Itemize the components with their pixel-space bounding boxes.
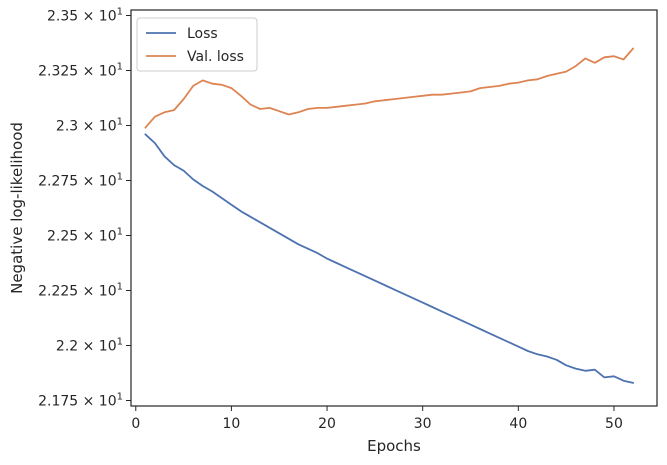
- y-axis-label: Negative log-likelihood: [8, 122, 26, 294]
- y-tick-label: 2.175 × 101: [38, 392, 123, 410]
- series-line-loss: [144, 133, 634, 384]
- x-tick-label: 10: [223, 416, 241, 432]
- legend-label-loss: Loss: [187, 26, 218, 42]
- x-tick-label: 0: [131, 416, 140, 432]
- x-tick-label: 40: [509, 416, 527, 432]
- legend: Loss Val. loss: [136, 17, 258, 72]
- x-axis-label: Epochs: [367, 437, 421, 455]
- y-tick-label: 2.275 × 101: [38, 172, 123, 190]
- legend-box: [136, 17, 258, 72]
- y-tick-label: 2.35 × 101: [47, 7, 123, 25]
- legend-label-val-loss: Val. loss: [187, 49, 244, 65]
- x-tick-label: 50: [605, 416, 623, 432]
- y-tick-label: 2.3 × 101: [56, 117, 123, 135]
- series-line-val-loss: [144, 47, 634, 129]
- x-tick-label: 30: [414, 416, 432, 432]
- y-tick-label: 2.2 × 101: [56, 337, 123, 355]
- ticks-layer: 0 10 20 30 40 50 2.175 × 101 2.2 × 101 2.225 × 1…: [38, 7, 623, 433]
- y-tick-label: 2.25 × 101: [47, 227, 123, 245]
- x-tick-label: 20: [318, 416, 336, 432]
- y-tick-label: 2.225 × 101: [38, 282, 123, 300]
- y-tick-label: 2.325 × 101: [38, 62, 123, 80]
- series-layer: [144, 47, 634, 384]
- plot-area-frame: [130, 9, 658, 407]
